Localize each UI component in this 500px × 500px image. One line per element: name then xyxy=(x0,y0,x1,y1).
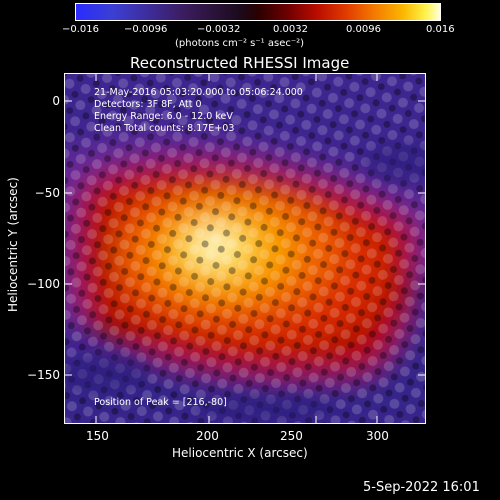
annotation-detectors: Detectors: 3F 8F, Att 0 xyxy=(94,99,202,110)
y-axis-label: Heliocentric Y (arcsec) xyxy=(6,177,20,312)
axis-ticks xyxy=(64,73,426,424)
footer-timestamp: 5-Sep-2022 16:01 xyxy=(363,480,480,495)
image-layers xyxy=(64,73,426,424)
y-tick-label: −100 xyxy=(27,277,60,291)
colorbar-unit-label: (photons cm⁻² s⁻¹ asec⁻²) xyxy=(175,38,305,49)
annotation-method: Clean Total counts: 8.17E+03 xyxy=(94,123,235,134)
x-tick-label: 200 xyxy=(196,429,219,443)
plot-title: Reconstructed RHESSI Image xyxy=(130,54,350,72)
heatmap-image xyxy=(64,73,426,424)
colorbar-tick: 0.0032 xyxy=(273,24,308,35)
x-tick-label: 150 xyxy=(86,429,109,443)
annotation-energy-range: Energy Range: 6.0 - 12.0 keV xyxy=(94,111,233,122)
edge-dark-lobes xyxy=(64,143,426,422)
colorbar-tick: −0.0032 xyxy=(197,24,241,35)
annotation-time-range: 21-May-2016 05:03:20.000 to 05:06:24.000 xyxy=(94,87,303,98)
colorbar-tick: −0.016 xyxy=(62,24,100,35)
plot-frame xyxy=(64,73,426,424)
y-tick-label: −50 xyxy=(34,186,60,200)
x-axis-label: Heliocentric X (arcsec) xyxy=(172,446,308,460)
annotation-peak-position: Position of Peak = [216,-80] xyxy=(94,397,227,408)
colorbar-tick: 0.0096 xyxy=(346,24,381,35)
colorbar xyxy=(75,3,441,21)
y-tick-label: −150 xyxy=(27,368,60,382)
colorbar-tick: −0.0096 xyxy=(124,24,168,35)
colorbar-tick: 0.016 xyxy=(426,24,455,35)
y-tick-label: 0 xyxy=(52,94,60,108)
x-tick-label: 300 xyxy=(366,429,389,443)
x-tick-label: 250 xyxy=(280,429,303,443)
image-plot: 21-May-2016 05:03:20.000 to 05:06:24.000… xyxy=(64,73,426,424)
